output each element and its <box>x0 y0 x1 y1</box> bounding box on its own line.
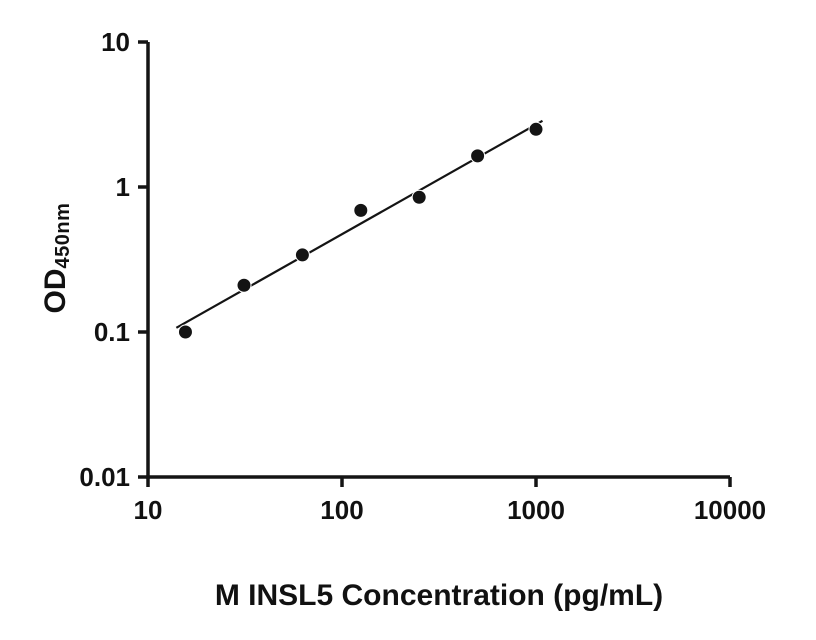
x-tick-label: 10000 <box>694 495 766 525</box>
y-tick-label: 0.1 <box>94 317 130 347</box>
y-axis-title-subscript: 450nm <box>52 202 74 269</box>
data-point <box>528 121 544 137</box>
fit-line <box>175 119 544 329</box>
data-point <box>177 324 193 340</box>
x-tick-label: 10 <box>134 495 163 525</box>
data-point <box>411 189 427 205</box>
y-axis-title-main: OD <box>39 268 72 314</box>
data-point <box>470 148 486 164</box>
x-tick-label: 100 <box>320 495 363 525</box>
data-point <box>294 247 310 263</box>
y-tick-label: 1 <box>116 172 130 202</box>
x-axis-title: M INSL5 Concentration (pg/mL) <box>214 579 664 612</box>
x-tick-label: 1000 <box>507 495 565 525</box>
data-point <box>353 202 369 218</box>
data-point <box>236 277 252 293</box>
y-axis-title: OD450nm <box>39 202 74 314</box>
y-tick-label: 0.01 <box>79 462 130 492</box>
y-tick-label: 10 <box>101 27 130 57</box>
